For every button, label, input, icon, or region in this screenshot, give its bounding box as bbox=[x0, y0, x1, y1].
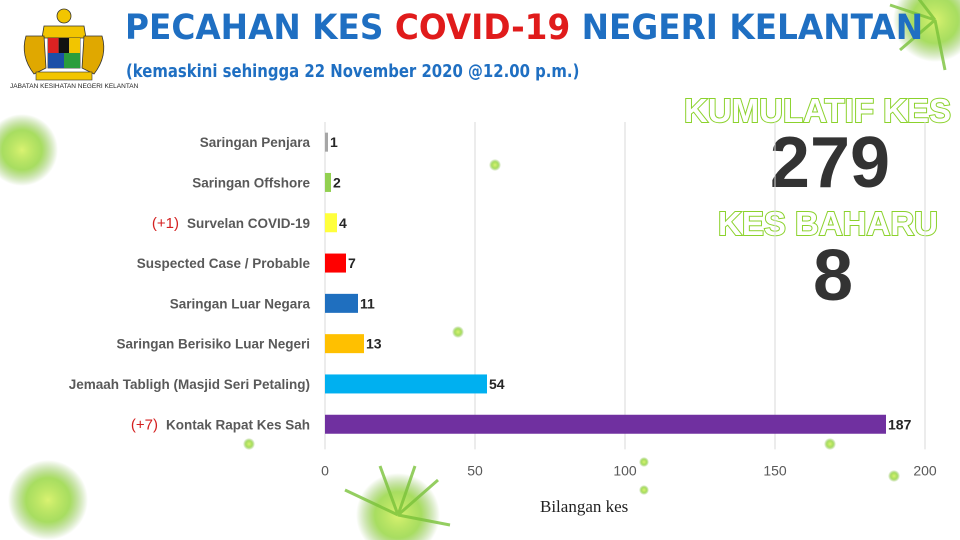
bar bbox=[325, 414, 886, 434]
x-tick-label: 50 bbox=[467, 462, 483, 478]
title-part1: PECAHAN KES bbox=[125, 8, 395, 48]
category-label: Saringan Penjara bbox=[200, 135, 311, 150]
category-label: Saringan Offshore bbox=[192, 175, 310, 190]
data-label: 11 bbox=[360, 295, 375, 311]
title-part2: NEGERI KELANTAN bbox=[570, 8, 924, 48]
x-tick-label: 100 bbox=[613, 462, 637, 478]
category-label: Survelan COVID-19 bbox=[187, 216, 310, 231]
page-subtitle: (kemaskini sehingga 22 November 2020 @12… bbox=[126, 62, 580, 82]
x-tick-label: 150 bbox=[763, 462, 787, 478]
data-label: 2 bbox=[333, 174, 341, 190]
cumulative-value: 279 bbox=[769, 123, 891, 203]
category-label: Saringan Luar Negara bbox=[170, 296, 311, 311]
bar bbox=[325, 374, 487, 394]
delta-label: (+1) bbox=[152, 215, 179, 232]
new-cases-value: 8 bbox=[812, 236, 854, 316]
category-label: Kontak Rapat Kes Sah bbox=[166, 417, 310, 432]
x-axis-title: Bilangan kes bbox=[540, 497, 629, 516]
bar bbox=[325, 132, 328, 152]
data-label: 13 bbox=[366, 336, 382, 352]
state-crest-logo bbox=[23, 8, 105, 81]
bar bbox=[325, 334, 364, 354]
x-tick-label: 0 bbox=[321, 462, 329, 478]
data-label: 4 bbox=[339, 215, 347, 231]
agency-name: JABATAN KESIHATAN NEGERI KELANTAN bbox=[10, 83, 139, 90]
bar bbox=[325, 253, 346, 273]
cumulative-label: KUMULATIF KES bbox=[683, 91, 952, 130]
category-label: Suspected Case / Probable bbox=[137, 256, 311, 271]
data-label: 7 bbox=[348, 255, 356, 271]
delta-label: (+7) bbox=[131, 416, 158, 433]
bar bbox=[325, 172, 331, 192]
x-tick-label: 200 bbox=[913, 462, 937, 478]
page-title: PECAHAN KES COVID-19 NEGERI KELANTAN bbox=[125, 8, 923, 48]
data-label: 54 bbox=[489, 376, 505, 392]
category-label: Jemaah Tabligh (Masjid Seri Petaling) bbox=[69, 377, 310, 392]
data-label: 1 bbox=[330, 134, 338, 150]
data-label: 187 bbox=[888, 416, 912, 432]
title-highlight: COVID-19 bbox=[394, 8, 571, 48]
bar bbox=[325, 293, 358, 313]
category-label: Saringan Berisiko Luar Negeri bbox=[116, 337, 310, 352]
new-cases-label: KES BAHARU bbox=[717, 204, 939, 243]
bar bbox=[325, 213, 337, 233]
